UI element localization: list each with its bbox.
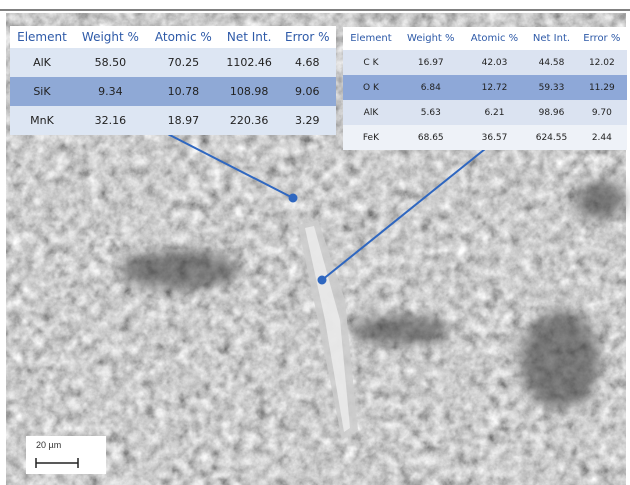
cell: 58.50: [74, 48, 147, 77]
cell: 6.21: [463, 100, 527, 125]
cell: 3.29: [278, 106, 336, 135]
cell: MnK: [10, 106, 74, 135]
scale-bar: 20 µm: [26, 436, 106, 474]
cell: 9.06: [278, 77, 336, 106]
cell: 98.96: [526, 100, 576, 125]
scale-line: [26, 436, 106, 474]
cell: 2.44: [577, 125, 627, 150]
cell: 1102.46: [220, 48, 279, 77]
cell: 12.72: [463, 75, 527, 100]
page: ElementWeight %Atomic %Net Int.Error %Al…: [0, 0, 630, 485]
cell: FeK: [343, 125, 399, 150]
cell: 70.25: [147, 48, 220, 77]
column-header: Error %: [577, 27, 627, 50]
column-header: Net Int.: [220, 26, 279, 48]
cell: SiK: [10, 77, 74, 106]
cell: 6.84: [399, 75, 463, 100]
cell: 32.16: [74, 106, 147, 135]
column-header: Weight %: [399, 27, 463, 50]
cell: 42.03: [463, 50, 527, 75]
cell: 108.98: [220, 77, 279, 106]
cell: AlK: [343, 100, 399, 125]
cell: 36.57: [463, 125, 527, 150]
cell: O K: [343, 75, 399, 100]
column-header: Error %: [278, 26, 336, 48]
cell: 9.34: [74, 77, 147, 106]
cell: 18.97: [147, 106, 220, 135]
column-header: Atomic %: [147, 26, 220, 48]
cell: 5.63: [399, 100, 463, 125]
column-header: Net Int.: [526, 27, 576, 50]
cell: 624.55: [526, 125, 576, 150]
column-header: Element: [343, 27, 399, 50]
column-header: Element: [10, 26, 74, 48]
cell: 59.33: [526, 75, 576, 100]
cell: 68.65: [399, 125, 463, 150]
cell: 9.70: [577, 100, 627, 125]
column-header: Atomic %: [463, 27, 527, 50]
cell: 12.02: [577, 50, 627, 75]
cell: 220.36: [220, 106, 279, 135]
cell: AlK: [10, 48, 74, 77]
cell: 44.58: [526, 50, 576, 75]
cell: 11.29: [577, 75, 627, 100]
column-header: Weight %: [74, 26, 147, 48]
cell: 16.97: [399, 50, 463, 75]
cell: 10.78: [147, 77, 220, 106]
cell: 4.68: [278, 48, 336, 77]
cell: C K: [343, 50, 399, 75]
